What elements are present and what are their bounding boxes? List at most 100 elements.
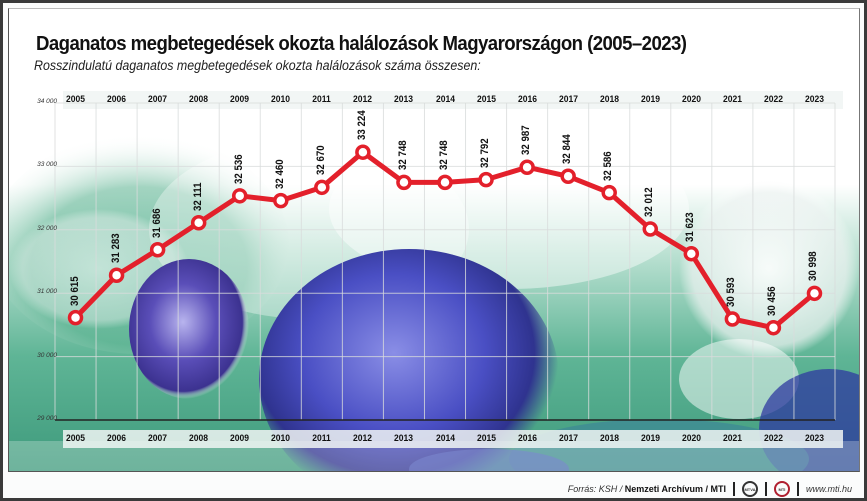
page: Daganatos megbetegedések okozta halálozá… — [3, 3, 864, 498]
data-point[interactable] — [273, 192, 289, 209]
value-label: 32 748 — [396, 140, 409, 171]
value-label: 32 586 — [602, 151, 615, 181]
x-tick-label: 2016 — [517, 94, 537, 105]
data-point[interactable] — [765, 319, 782, 336]
source-prefix: Forrás: KSH / — [567, 484, 625, 494]
x-tick-label: 2010 — [271, 94, 291, 105]
chart-frame: Daganatos megbetegedések okozta halálozá… — [8, 8, 860, 472]
x-tick-label: 2005 — [65, 433, 86, 444]
x-tick-label: 2017 — [558, 94, 578, 105]
value-label: 32 844 — [561, 134, 574, 165]
value-label: 32 670 — [314, 145, 327, 176]
value-label: 32 012 — [643, 187, 656, 218]
line-chart — [54, 102, 836, 421]
value-label: 31 686 — [150, 208, 163, 238]
data-point[interactable] — [231, 188, 248, 204]
x-tick-label: 2015 — [476, 94, 496, 105]
top-year-band — [63, 91, 843, 109]
x-tick-label: 2023 — [804, 94, 824, 105]
footer: Forrás: KSH / Nemzeti Archívum / MTI MTV… — [568, 481, 852, 497]
data-point[interactable] — [396, 174, 412, 191]
source-text: Forrás: KSH / Nemzeti Archívum / MTI — [568, 484, 726, 494]
x-tick-label: 2007 — [148, 94, 168, 105]
mtva-logo-text: MTVA — [744, 486, 756, 492]
data-point[interactable] — [519, 159, 535, 175]
value-label: 30 615 — [68, 275, 81, 306]
value-label: 30 998 — [807, 251, 820, 282]
mti-logo-icon: MTI — [773, 481, 790, 497]
chart-title: Daganatos megbetegedések okozta halálozá… — [36, 33, 687, 55]
value-label: 31 623 — [684, 212, 697, 242]
value-label: 33 224 — [355, 110, 368, 141]
x-tick-label: 2007 — [148, 433, 168, 444]
x-tick-label: 2022 — [763, 433, 783, 444]
x-tick-label: 2009 — [230, 94, 250, 105]
x-tick-label: 2021 — [722, 94, 742, 105]
mtva-logo-icon: MTVA — [741, 481, 758, 497]
data-point[interactable] — [190, 215, 207, 231]
x-tick-label: 2012 — [353, 433, 373, 444]
bottom-year-band — [63, 430, 843, 448]
y-tick-label: 29 000 — [37, 415, 57, 422]
x-tick-label: 2008 — [189, 94, 209, 105]
value-label: 32 111 — [191, 182, 204, 211]
x-tick-label: 2014 — [435, 94, 455, 105]
x-tick-label: 2019 — [640, 94, 660, 105]
data-point[interactable] — [108, 267, 125, 284]
y-tick-label: 30 000 — [37, 351, 57, 359]
value-label: 32 987 — [520, 125, 533, 156]
separator — [796, 482, 799, 496]
cell-background-illustration — [9, 9, 859, 471]
value-label: 32 748 — [438, 140, 450, 171]
x-tick-label: 2013 — [394, 94, 414, 105]
source-bold: Nemzeti Archívum / MTI — [624, 484, 726, 494]
x-tick-label: 2018 — [599, 433, 619, 444]
x-tick-label: 2006 — [107, 433, 127, 444]
data-point[interactable] — [806, 285, 823, 302]
website-link[interactable]: www.mti.hu — [805, 484, 852, 494]
data-point[interactable] — [683, 245, 700, 262]
value-label: 31 283 — [109, 233, 122, 264]
x-tick-label: 2006 — [107, 94, 127, 105]
data-point[interactable] — [642, 221, 659, 237]
x-tick-label: 2023 — [804, 433, 824, 444]
data-point[interactable] — [437, 174, 453, 191]
value-label: 30 456 — [766, 286, 779, 316]
x-tick-label: 2012 — [353, 94, 373, 105]
data-point[interactable] — [560, 168, 576, 185]
x-tick-label: 2013 — [394, 433, 414, 444]
data-point[interactable] — [724, 311, 741, 327]
x-tick-label: 2008 — [189, 433, 209, 444]
data-point[interactable] — [67, 309, 84, 326]
data-point[interactable] — [314, 179, 330, 196]
data-point[interactable] — [149, 241, 166, 258]
x-tick-label: 2021 — [722, 433, 742, 444]
x-tick-label: 2020 — [681, 94, 701, 105]
value-label: 32 460 — [273, 159, 286, 189]
x-tick-label: 2014 — [435, 433, 455, 444]
value-label: 32 536 — [232, 154, 245, 184]
data-point[interactable] — [601, 184, 617, 201]
x-tick-label: 2010 — [271, 433, 291, 444]
chart-subtitle: Rosszindulatú daganatos megbetegedések o… — [34, 58, 481, 73]
x-tick-label: 2016 — [517, 433, 537, 444]
data-point[interactable] — [355, 144, 371, 160]
x-tick-label: 2011 — [312, 94, 332, 105]
x-tick-label: 2005 — [65, 94, 86, 105]
data-point[interactable] — [478, 171, 494, 188]
x-tick-label: 2009 — [230, 433, 250, 444]
x-tick-label: 2020 — [681, 433, 701, 444]
y-tick-label: 33 000 — [37, 161, 57, 169]
separator — [732, 482, 735, 496]
x-tick-label: 2011 — [312, 433, 332, 444]
x-tick-label: 2017 — [558, 433, 578, 444]
y-tick-label: 31 000 — [37, 288, 57, 296]
y-tick-label: 34 000 — [37, 98, 57, 105]
x-tick-label: 2019 — [640, 433, 660, 444]
value-label: 30 593 — [725, 277, 738, 307]
mti-logo-text: MTI — [778, 486, 786, 492]
x-tick-label: 2022 — [763, 94, 783, 105]
x-tick-label: 2015 — [476, 433, 496, 444]
separator — [764, 482, 767, 496]
value-label: 32 792 — [479, 137, 492, 168]
